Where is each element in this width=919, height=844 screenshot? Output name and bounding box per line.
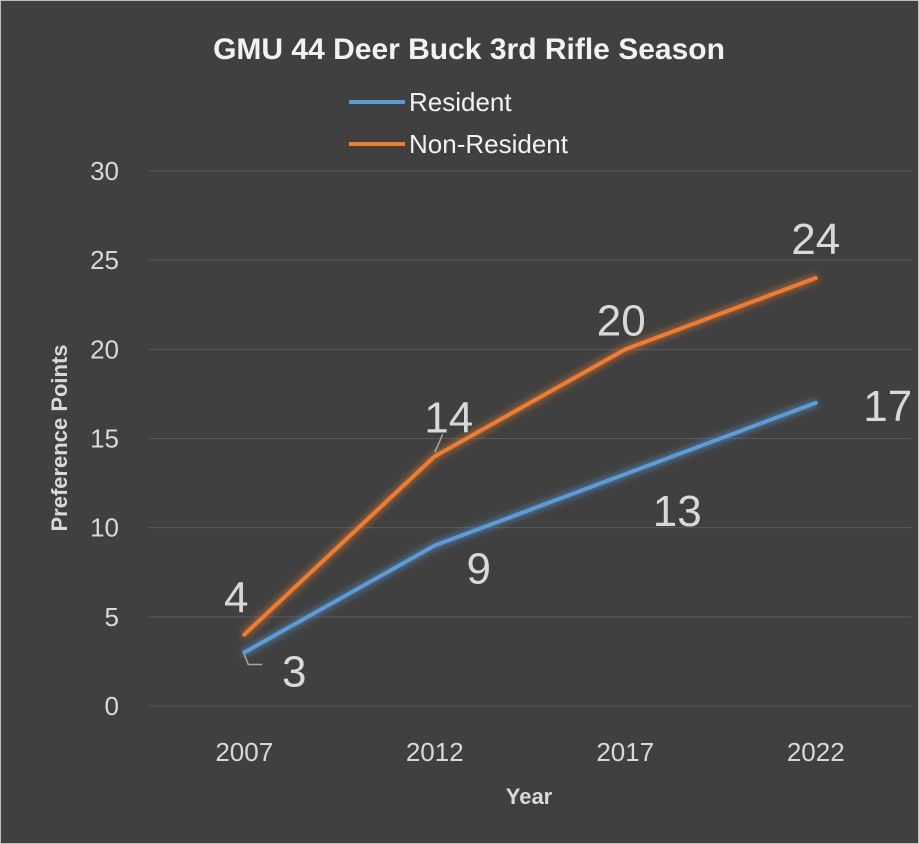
data-label-leader-lines <box>243 434 444 666</box>
y-axis-ticks: 0 5 10 15 20 25 30 <box>90 156 119 721</box>
x-axis-ticks: 2007 2012 2017 2022 <box>215 737 844 767</box>
data-label: 20 <box>597 296 646 345</box>
leader-line <box>434 434 444 453</box>
y-tick-label: 25 <box>90 245 119 275</box>
x-tick-label: 2017 <box>596 737 654 767</box>
gridlines <box>149 170 911 707</box>
data-label: 3 <box>282 648 306 697</box>
series-line-non-resident <box>242 276 818 637</box>
x-tick-label: 2022 <box>787 737 845 767</box>
data-label: 13 <box>653 487 702 536</box>
y-tick-label: 0 <box>105 691 119 721</box>
y-tick-label: 10 <box>90 513 119 543</box>
data-label: 14 <box>424 393 473 442</box>
x-tick-label: 2012 <box>406 737 464 767</box>
y-axis-title: Preference Points <box>47 344 72 531</box>
legend-label: Resident <box>409 87 512 117</box>
series-lines <box>242 276 818 655</box>
legend: Resident Non-Resident <box>349 87 569 159</box>
x-axis-title: Year <box>506 784 553 809</box>
x-tick-label: 2007 <box>215 737 273 767</box>
chart-title: GMU 44 Deer Buck 3rd Rifle Season <box>213 33 725 66</box>
legend-label: Non-Resident <box>409 129 569 159</box>
data-label: 4 <box>224 574 248 623</box>
y-tick-label: 15 <box>90 424 119 454</box>
data-label: 17 <box>863 382 912 431</box>
leader-line <box>243 654 263 666</box>
y-tick-label: 5 <box>105 602 119 632</box>
series-line-resident <box>242 400 818 655</box>
data-label: 9 <box>467 545 491 594</box>
y-tick-label: 30 <box>90 156 119 186</box>
data-label: 24 <box>791 215 840 264</box>
y-tick-label: 20 <box>90 334 119 364</box>
data-labels: 3 9 13 17 4 14 20 24 <box>224 215 912 697</box>
